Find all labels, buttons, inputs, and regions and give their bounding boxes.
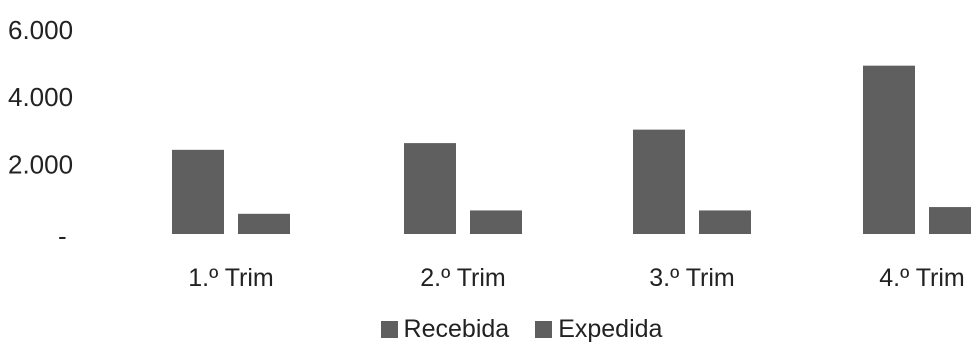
bar-expedida-2 bbox=[470, 210, 522, 234]
x-category-label: 1.º Trim bbox=[188, 264, 274, 292]
y-tick-label: 2.000 bbox=[8, 150, 73, 180]
bars bbox=[172, 65, 971, 235]
y-axis-ticks: - 2.000 4.000 6.000 bbox=[8, 15, 73, 251]
bar-recebida-2 bbox=[404, 143, 456, 234]
legend-swatch-recebida bbox=[380, 320, 398, 338]
bar-expedida-1 bbox=[238, 213, 290, 234]
y-tick-label: - bbox=[58, 221, 67, 251]
legend-label-recebida: Recebida bbox=[403, 314, 510, 343]
bar-expedida-3 bbox=[699, 210, 751, 234]
legend: Recebida Expedida bbox=[0, 311, 971, 347]
bar-recebida-1 bbox=[172, 149, 224, 234]
x-category-label: 2.º Trim bbox=[420, 264, 506, 292]
x-category-label: 3.º Trim bbox=[649, 264, 735, 292]
bar-recebida-4 bbox=[863, 65, 915, 235]
x-axis-labels: 1.º Trim 2.º Trim 3.º Trim 4.º Trim bbox=[188, 264, 965, 292]
x-category-label: 4.º Trim bbox=[879, 264, 965, 292]
y-tick-label: 4.000 bbox=[8, 82, 73, 112]
bar-recebida-3 bbox=[633, 129, 685, 234]
legend-item-recebida[interactable]: Recebida bbox=[380, 314, 510, 344]
legend-label-expedida: Expedida bbox=[558, 314, 663, 343]
legend-item-expedida[interactable]: Expedida bbox=[535, 315, 662, 344]
legend-swatch-expedida bbox=[535, 320, 553, 338]
bar-expedida-4 bbox=[929, 207, 971, 234]
y-tick-label: 6.000 bbox=[8, 15, 73, 45]
